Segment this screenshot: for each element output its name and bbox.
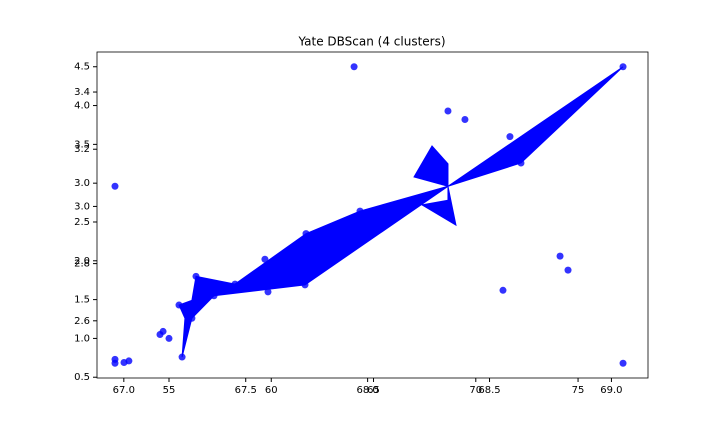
x-tick-label: 67.5 bbox=[235, 385, 257, 396]
point bbox=[165, 334, 173, 342]
x-tick-label: 65 bbox=[367, 385, 380, 396]
point bbox=[231, 280, 239, 288]
x-tick-label: 55 bbox=[163, 385, 176, 396]
point bbox=[499, 286, 507, 294]
point bbox=[125, 357, 133, 365]
point bbox=[188, 314, 196, 322]
point bbox=[350, 63, 358, 71]
y-tick-label: 1.0 bbox=[74, 333, 90, 344]
point bbox=[261, 255, 269, 263]
y-tick-label: 4.5 bbox=[74, 62, 90, 73]
point bbox=[556, 252, 564, 260]
point bbox=[111, 182, 119, 190]
x-tick-label: 75 bbox=[572, 385, 585, 396]
y-tick-label: 1.5 bbox=[74, 295, 90, 306]
point bbox=[175, 301, 183, 309]
plot-frame bbox=[96, 51, 649, 379]
point bbox=[192, 272, 200, 280]
y-tick-label: 3.0 bbox=[74, 178, 90, 189]
y-tick-label: 2.0 bbox=[74, 256, 90, 267]
y-tick-label: 2.8 bbox=[74, 259, 90, 270]
x-tick-label: 69.0 bbox=[600, 385, 622, 396]
point bbox=[178, 353, 186, 361]
x-tick-label: 67.0 bbox=[113, 385, 135, 396]
y-tick-label: 3.2 bbox=[74, 144, 90, 155]
point bbox=[564, 266, 572, 274]
chart-title: Yate DBScan (4 clusters) bbox=[297, 35, 445, 49]
point bbox=[444, 107, 452, 115]
point bbox=[302, 230, 310, 238]
x-tick-label: 68.0 bbox=[356, 385, 378, 396]
y-tick-label: 2.6 bbox=[74, 316, 90, 327]
point bbox=[264, 288, 272, 296]
x-tick-label: 70 bbox=[469, 385, 482, 396]
point bbox=[619, 359, 627, 367]
x-tick-label: 68.5 bbox=[478, 385, 500, 396]
x-tick-label: 60 bbox=[265, 385, 278, 396]
y-tick-label: 4.0 bbox=[74, 101, 90, 112]
point bbox=[210, 292, 218, 300]
cluster-hull bbox=[178, 66, 624, 358]
point bbox=[111, 359, 119, 367]
point bbox=[356, 207, 364, 215]
y-tick-label: 0.5 bbox=[74, 372, 90, 383]
point bbox=[461, 116, 469, 124]
point bbox=[301, 281, 309, 289]
y-tick-label: 2.5 bbox=[74, 217, 90, 228]
y-tick-label: 3.0 bbox=[74, 201, 90, 212]
point bbox=[517, 159, 525, 167]
y-tick-label: 3.5 bbox=[74, 139, 90, 150]
point bbox=[506, 133, 514, 141]
point bbox=[159, 327, 167, 335]
y-tick-label: 3.4 bbox=[74, 87, 90, 98]
point bbox=[619, 63, 627, 71]
point bbox=[210, 279, 218, 287]
